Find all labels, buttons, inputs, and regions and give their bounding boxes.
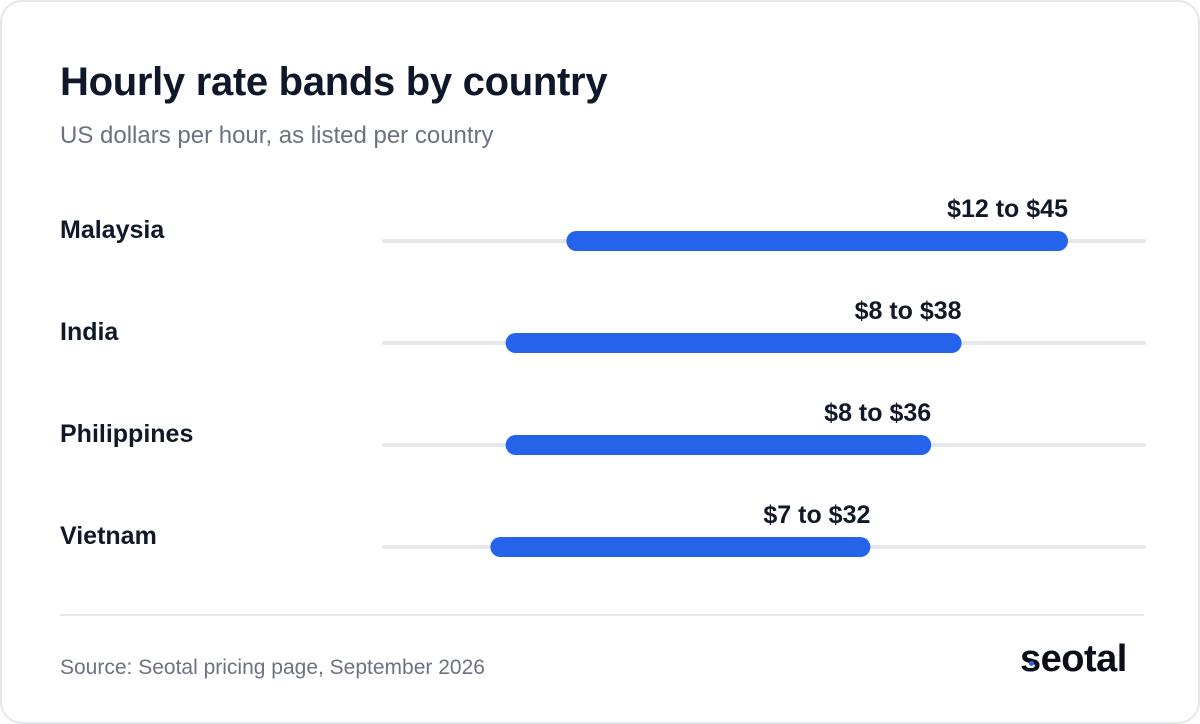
category-label-philippines: Philippines: [60, 420, 193, 448]
seotal-logo: seotal: [1020, 638, 1127, 680]
chart-subtitle: US dollars per hour, as listed per count…: [60, 122, 494, 149]
logo-accent-dot: [1029, 661, 1034, 666]
category-label-india: India: [60, 318, 119, 346]
value-label-philippines: $8 to $36: [824, 399, 931, 427]
value-label-malaysia: $12 to $45: [947, 195, 1068, 223]
chart-title: Hourly rate bands by country: [60, 60, 608, 104]
source-note: Source: Seotal pricing page, September 2…: [60, 656, 485, 679]
value-label-vietnam: $7 to $32: [763, 501, 870, 529]
category-label-malaysia: Malaysia: [60, 216, 165, 244]
category-label-vietnam: Vietnam: [60, 522, 157, 550]
footer-divider: [60, 614, 1144, 616]
value-label-india: $8 to $38: [855, 297, 962, 325]
range-bar-chart: Malaysia $12 to $45 India $8 to $38 Philippi…: [60, 195, 1146, 557]
